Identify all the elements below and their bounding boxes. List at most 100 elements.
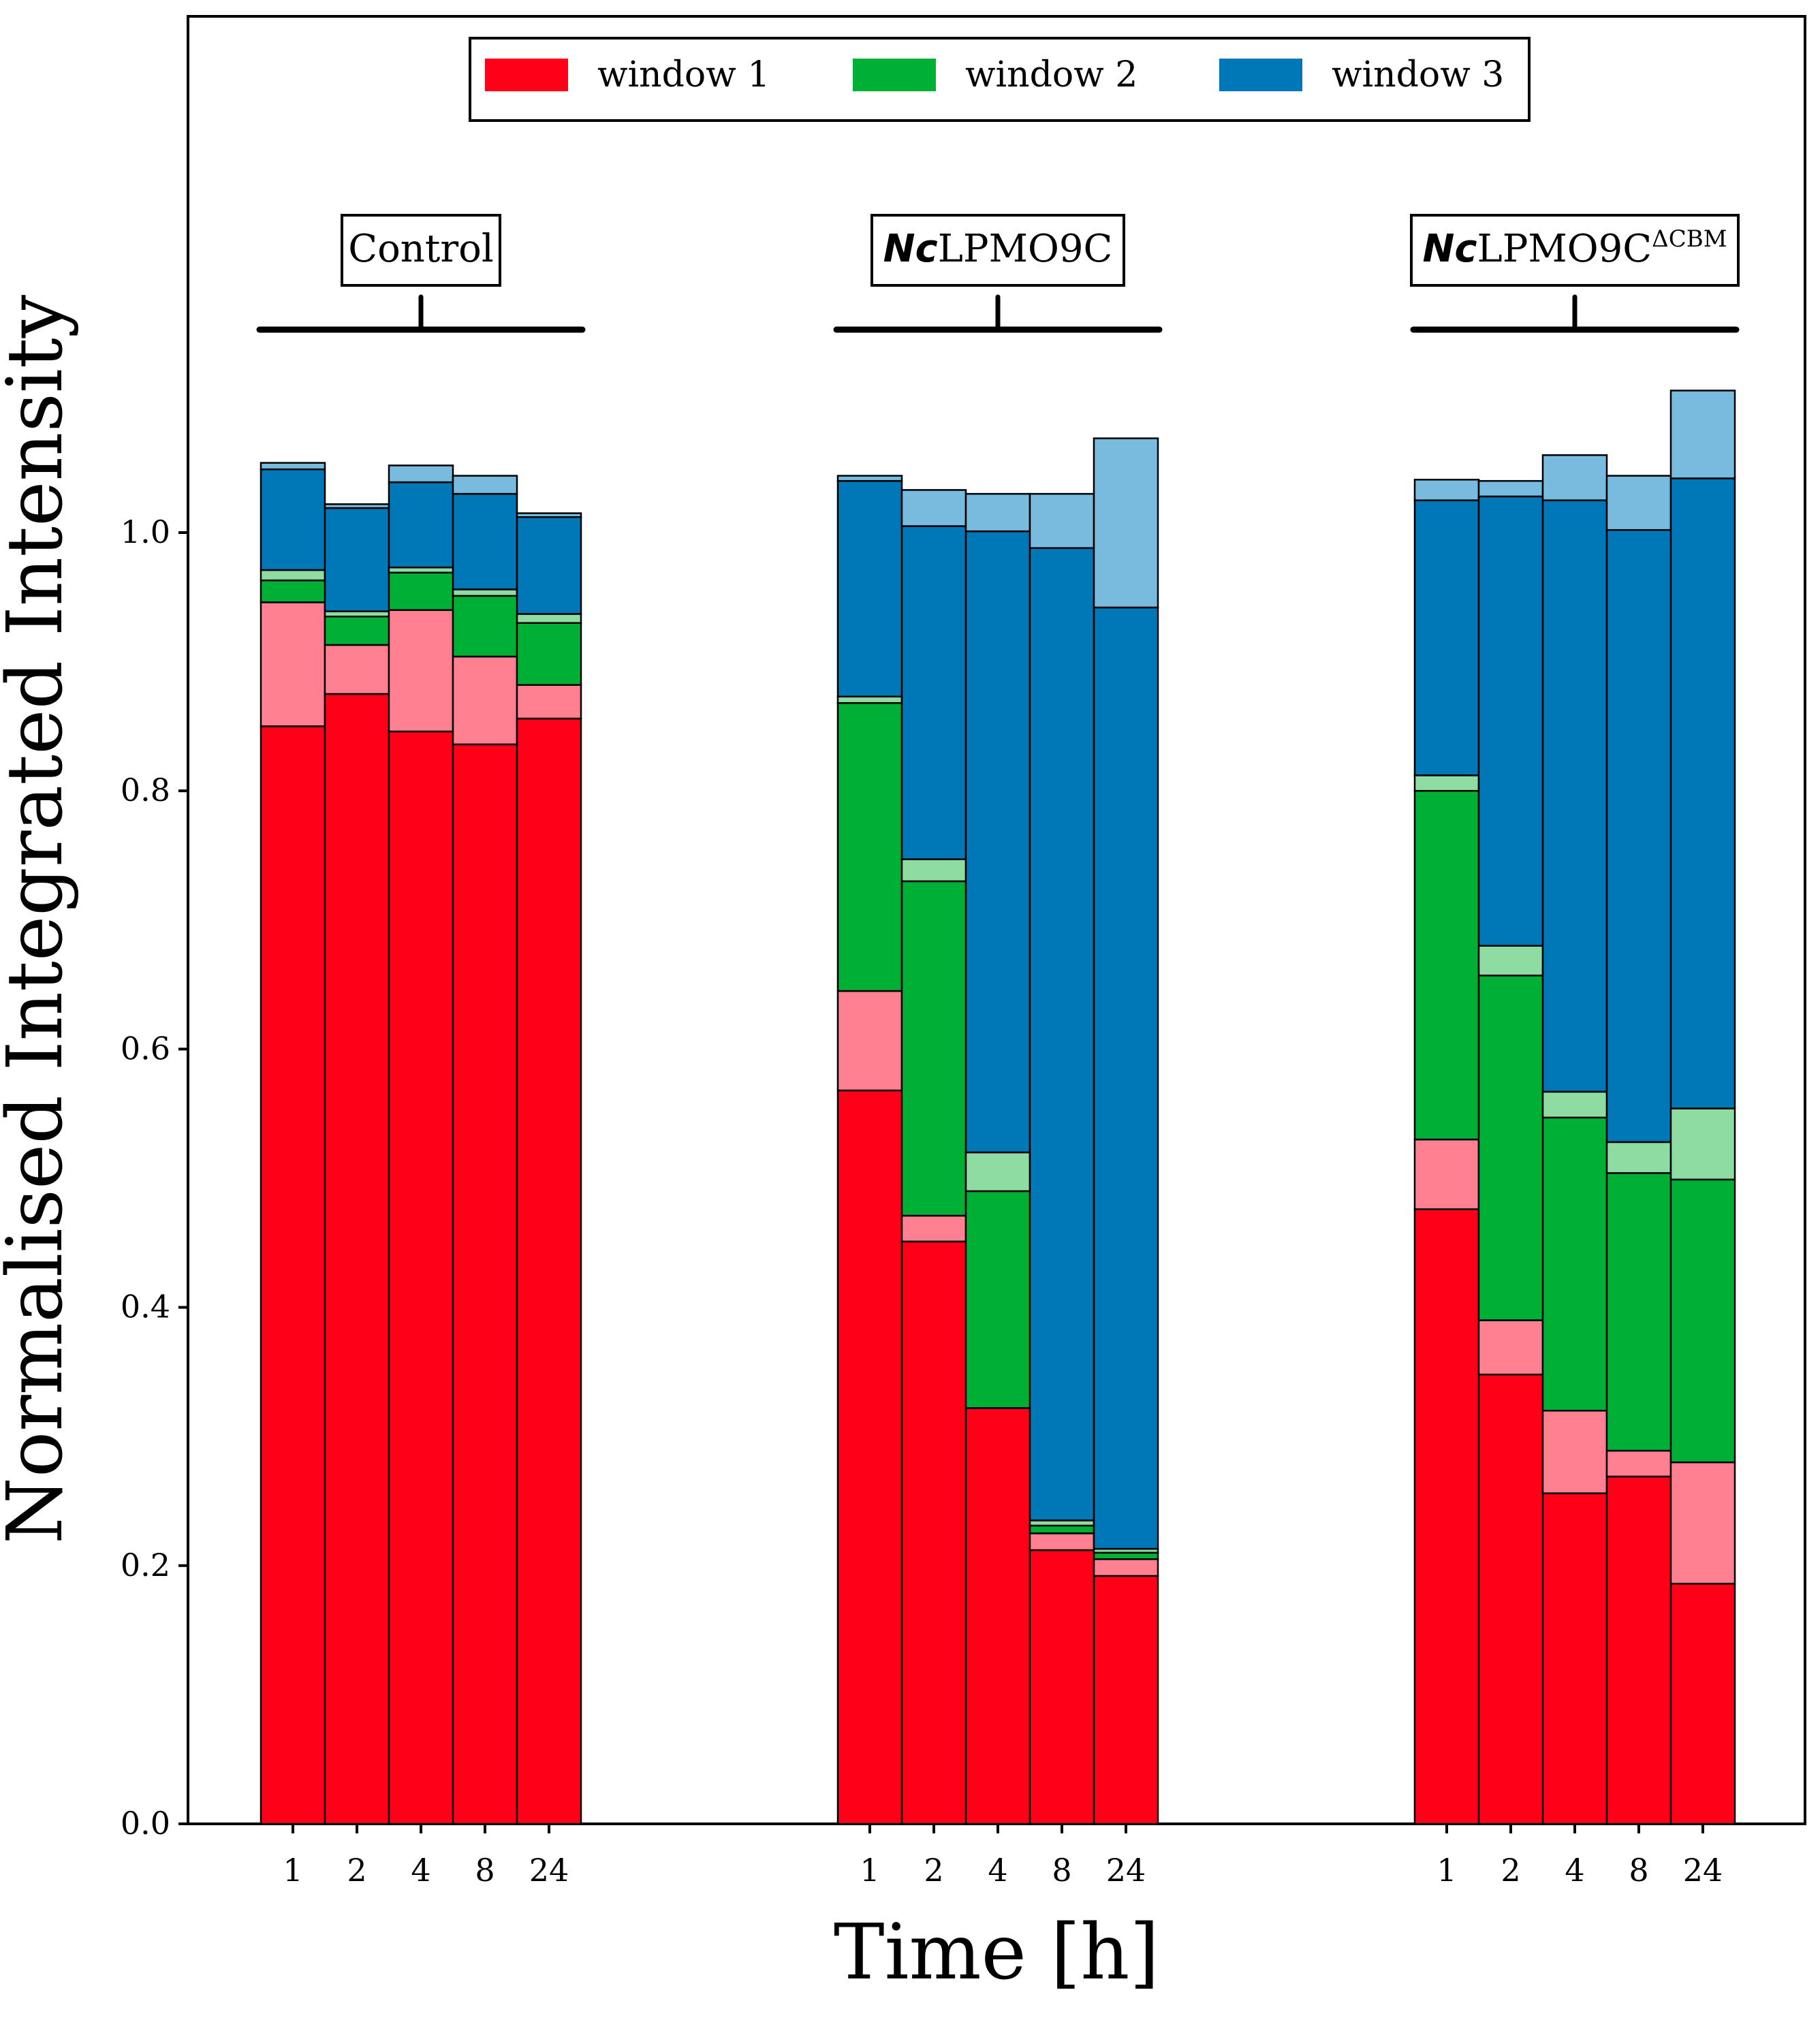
bar-segment-window2-dark (1413, 789, 1480, 1141)
bar-segment-window2-light (1477, 945, 1544, 977)
bar-segment-window3-dark (1541, 499, 1608, 1093)
x-tick-label: 4 (988, 1852, 1007, 1889)
bar-segment-window3-dark (260, 468, 326, 571)
bar-segment-window1-light (1093, 1558, 1159, 1577)
y-tick-label: 1.0 (121, 514, 170, 550)
bars-layer (260, 390, 1736, 1825)
bar-segment-window3-dark (900, 525, 967, 860)
bar-segment-window1-dark (900, 1240, 967, 1825)
legend-label: window 1 (597, 54, 770, 95)
bar-segment-window2-dark (1093, 1551, 1159, 1560)
bar-segment-window2-dark (964, 1190, 1031, 1409)
group-brackets: Control NcLPMO9C NcLPMO9CΔCBM (256, 214, 1740, 333)
bar-segment-window3-dark (1413, 499, 1480, 776)
bar-segment-window1-dark (388, 730, 454, 1825)
bar-segment-window2-light (1541, 1090, 1608, 1119)
legend-swatch (485, 59, 568, 91)
bar-segment-window3-light (1669, 390, 1736, 479)
bar-segment-window2-light (900, 858, 967, 883)
group-label: NcLPMO9C (883, 227, 1113, 271)
bar-segment-window2-dark (836, 702, 903, 992)
y-axis: 0.0 0.2 0.4 0.6 0.8 1.0 (121, 514, 188, 1842)
bar-segment-window3-light (900, 489, 967, 527)
bar-segment-window2-dark (1605, 1172, 1672, 1452)
bar-segment-window1-dark (1541, 1492, 1608, 1825)
group-label-box (1410, 214, 1740, 287)
bar-segment-window3-dark (452, 492, 518, 590)
x-tick-label: 2 (924, 1852, 943, 1889)
bar-segment-window3-light (836, 475, 903, 482)
x-tick-label: 24 (529, 1852, 569, 1889)
bar-segment-window1-light (1541, 1410, 1608, 1494)
bar-segment-window1-light (1413, 1138, 1480, 1210)
bar-segment-window1-light (1605, 1449, 1672, 1478)
bar-segment-window1-dark (964, 1407, 1031, 1825)
bar-segment-window3-dark (324, 507, 390, 612)
bar-segment-window3-light (1477, 479, 1544, 498)
bar-segment-window2-dark (516, 622, 582, 686)
legend-swatch (853, 59, 936, 91)
x-tick-label: 1 (1437, 1852, 1456, 1889)
bar-segment-window3-dark (1605, 528, 1672, 1143)
legend-label: window 2 (965, 54, 1138, 95)
bar-segment-window2-light (452, 588, 518, 597)
bar-segment-window2-dark (900, 880, 967, 1217)
legend-swatch (1219, 59, 1302, 91)
group-label-box (870, 214, 1125, 287)
bar-segment-window2-light (260, 569, 326, 582)
x-tick-label: 1 (860, 1852, 879, 1889)
bar-segment-window1-light (260, 601, 326, 727)
y-tick-label: 0.0 (121, 1805, 170, 1842)
group-label: Control (348, 227, 494, 271)
bar-segment-window2-light (1605, 1141, 1672, 1174)
bar-segment-window1-light (324, 644, 390, 695)
bar-segment-window3-dark (1029, 547, 1095, 1521)
legend-frame (469, 37, 1531, 122)
y-tick-label: 0.4 (121, 1289, 170, 1325)
bar-segment-window1-dark (1477, 1373, 1544, 1825)
bar-segment-window2-dark (324, 615, 390, 646)
bar-segment-window3-dark (1669, 477, 1736, 1109)
group-label-box (341, 214, 501, 287)
bar-segment-window3-dark (964, 530, 1031, 1154)
y-tick-label: 0.6 (121, 1030, 170, 1067)
bar-segment-window3-light (516, 512, 582, 518)
y-tick-label: 0.2 (121, 1547, 170, 1583)
x-tick-label: 24 (1683, 1852, 1723, 1889)
bar-segment-window2-dark (388, 571, 454, 612)
bar-segment-window1-dark (836, 1089, 903, 1825)
bar-segment-window1-light (900, 1214, 967, 1243)
bar-segment-window1-dark (1669, 1583, 1736, 1825)
bar-segment-window1-dark (1029, 1549, 1095, 1825)
x-tick-label: 1 (283, 1852, 302, 1889)
bar-segment-window3-light (1605, 475, 1672, 531)
bar-segment-window1-light (1477, 1319, 1544, 1376)
bar-segment-window3-dark (516, 516, 582, 615)
x-tick-label: 8 (1052, 1852, 1071, 1889)
bar-segment-window1-light (388, 609, 454, 733)
bar-segment-window3-light (964, 492, 1031, 533)
bar-segment-window2-dark (1029, 1524, 1095, 1534)
bar-segment-window3-light (1413, 479, 1480, 501)
y-axis-label: Normalised Integrated Intensity (0, 295, 80, 1544)
bar-segment-window3-light (324, 503, 390, 509)
bar-segment-window2-light (1413, 774, 1480, 792)
bar-segment-window1-light (836, 990, 903, 1092)
bar-segment-window1-dark (516, 717, 582, 1825)
bar-segment-window2-dark (260, 579, 326, 603)
bar-segment-window3-light (388, 464, 454, 484)
bar-segment-window3-light (452, 475, 518, 495)
bar-segment-window3-light (260, 462, 326, 471)
x-axis-ticks: 1 2 4 8 24 1 2 4 8 24 1 2 4 8 24 (283, 1824, 1723, 1889)
y-tick-label: 0.8 (121, 772, 170, 808)
bar-segment-window1-dark (452, 743, 518, 1825)
legend: window 1 window 2 window 3 (469, 37, 1531, 122)
x-tick-label: 2 (347, 1852, 366, 1889)
x-tick-label: 2 (1501, 1852, 1520, 1889)
bar-segment-window2-light (964, 1151, 1031, 1193)
bar-segment-window2-dark (452, 595, 518, 658)
bar-segment-window1-light (1029, 1532, 1095, 1551)
x-tick-label: 4 (1565, 1852, 1584, 1889)
